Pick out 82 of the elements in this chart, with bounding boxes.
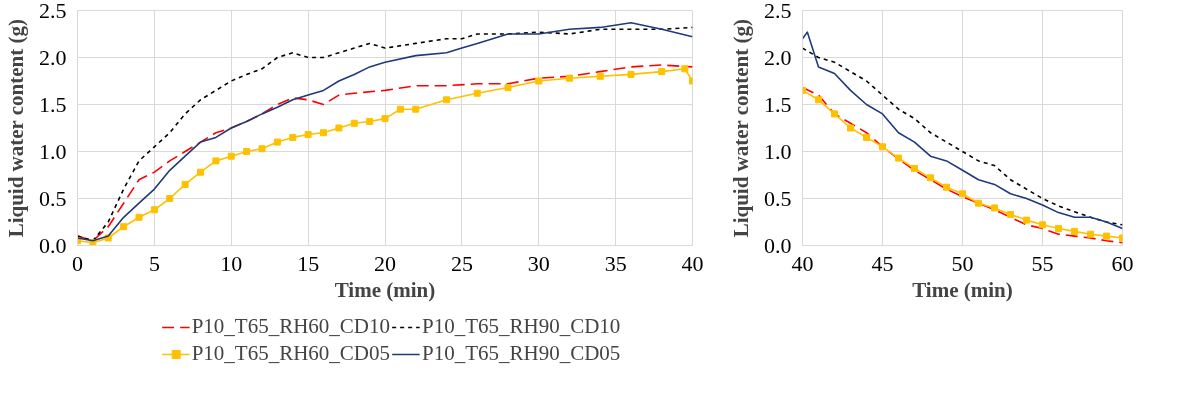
point (473, 89, 481, 97)
point (879, 143, 886, 151)
y-tick-label: 0.5 (764, 185, 792, 211)
point (412, 105, 420, 113)
point (1071, 227, 1078, 235)
point (681, 65, 689, 73)
point (658, 68, 666, 76)
y-tick-label: 2.0 (764, 44, 792, 70)
x-tick-label: 45 (871, 250, 894, 276)
legend-label: P10_T65_RH90_CD05 (422, 341, 621, 366)
y-tick-label: 2.5 (764, 0, 792, 23)
point (120, 223, 128, 231)
point (1007, 210, 1014, 218)
point (959, 190, 966, 198)
point (847, 124, 854, 132)
x-tick-label: 55 (1031, 250, 1054, 276)
x-tick-label: 5 (148, 250, 160, 276)
y-axis-title: Liquid water content (g) (4, 19, 28, 238)
y-axis-title: Liquid water content (g) (729, 19, 753, 238)
point (289, 133, 297, 141)
point (815, 96, 822, 104)
point (943, 183, 950, 191)
point (227, 152, 235, 160)
point (335, 124, 343, 132)
y-tick-label: 1.5 (764, 91, 792, 117)
x-tick-label: 10 (220, 250, 243, 276)
y-tick-label: 0.0 (39, 232, 67, 258)
point (504, 84, 512, 92)
point (212, 157, 220, 165)
y-tick-label: 1.5 (39, 91, 67, 117)
point (831, 110, 838, 118)
y-tick-label: 2.5 (39, 0, 67, 23)
x-tick-label: 50 (951, 250, 974, 276)
point (1103, 232, 1110, 240)
y-tick-label: 0.0 (764, 232, 792, 258)
x-tick-label: 0 (72, 250, 83, 276)
point (396, 105, 404, 113)
point (895, 154, 902, 162)
y-tick-label: 0.5 (39, 185, 67, 211)
point (366, 117, 374, 125)
point (166, 195, 174, 202)
x-tick-label: 25 (450, 250, 473, 276)
point (197, 168, 204, 176)
x-tick-label: 40 (791, 250, 814, 276)
point (975, 199, 982, 207)
x-axis-title: Time (min) (912, 277, 1013, 302)
point (566, 74, 573, 82)
point (350, 119, 358, 127)
y-tick-label: 1.0 (39, 138, 67, 164)
x-tick-label: 35 (604, 250, 627, 276)
point (1087, 230, 1094, 238)
legend-label: P10_T65_RH60_CD05 (191, 341, 390, 366)
x-tick-label: 40 (681, 250, 704, 276)
point (1039, 221, 1046, 229)
x-axis-title: Time (min) (334, 277, 436, 302)
y-tick-label: 2.0 (39, 44, 67, 70)
point (320, 129, 327, 137)
x-tick-label: 60 (1111, 250, 1134, 276)
point (863, 133, 870, 141)
point (991, 204, 998, 212)
point (443, 96, 450, 104)
point (1055, 225, 1062, 233)
x-tick-label: 30 (527, 250, 550, 276)
point (927, 174, 934, 182)
point (596, 72, 604, 80)
point (627, 70, 635, 78)
point (273, 138, 281, 146)
x-tick-label: 20 (374, 250, 396, 276)
point (150, 206, 158, 214)
point (1023, 216, 1030, 224)
point (181, 180, 189, 188)
point (381, 115, 389, 123)
point (135, 213, 143, 221)
legend-label: P10_T65_RH60_CD10 (191, 314, 390, 339)
y-tick-label: 1.0 (764, 138, 792, 164)
point (304, 131, 312, 139)
point (243, 148, 251, 155)
point (258, 145, 266, 153)
point (911, 164, 918, 172)
point (535, 77, 543, 85)
x-tick-label: 15 (297, 250, 320, 276)
legend-label: P10_T65_RH90_CD10 (422, 314, 621, 339)
